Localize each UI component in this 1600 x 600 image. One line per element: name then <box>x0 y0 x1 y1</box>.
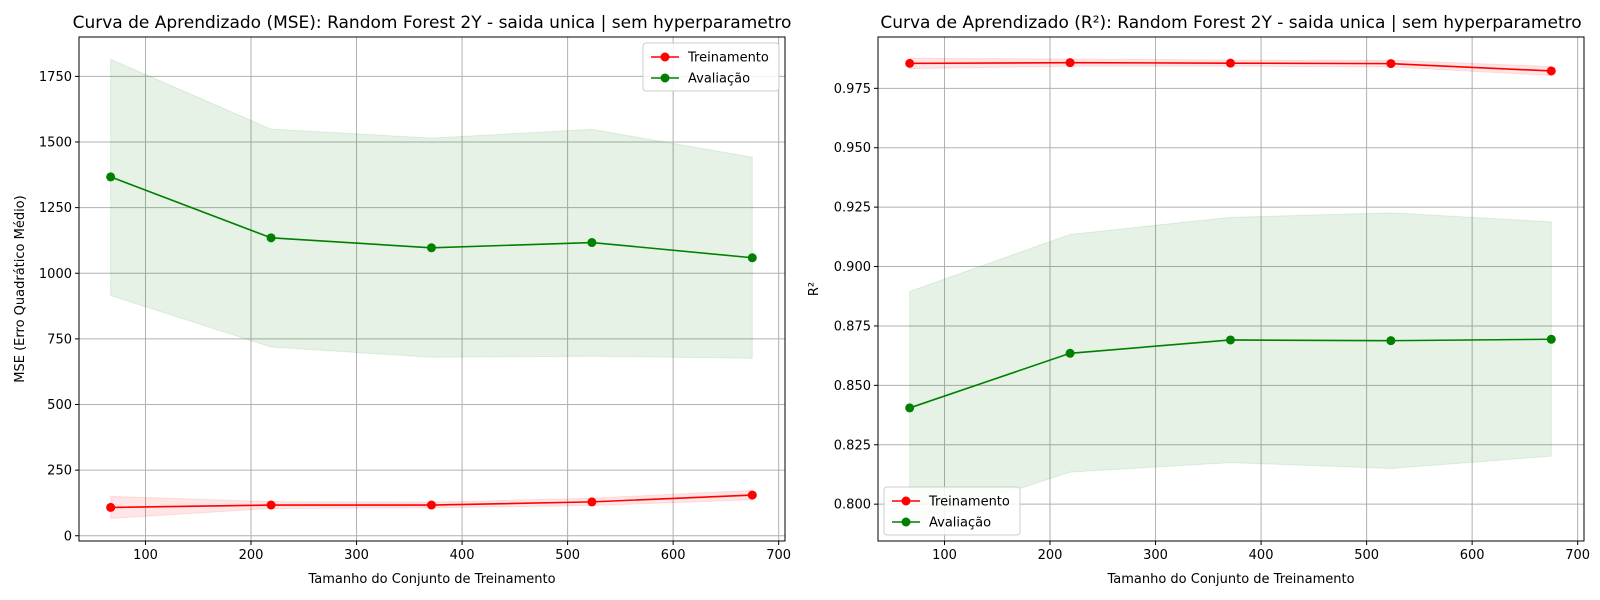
x-axis-label: Tamanho do Conjunto de Treinamento <box>307 572 555 587</box>
x-tick-label: 400 <box>1249 548 1274 563</box>
legend-label-treinamento: Treinamento <box>687 51 769 66</box>
data-point-avaliacao <box>905 403 915 413</box>
x-tick-label: 100 <box>932 548 957 563</box>
legend-marker-treinamento <box>660 52 670 62</box>
data-point-treinamento <box>426 500 436 510</box>
axes-frame <box>877 36 1585 542</box>
y-axis-label: MSE (Erro Quadrático Médio) <box>13 195 28 382</box>
y-tick-label: 0.850 <box>834 379 871 394</box>
y-tick-label: 0.975 <box>834 82 871 97</box>
data-point-treinamento <box>747 490 757 500</box>
x-tick-label: 500 <box>555 548 580 563</box>
data-point-avaliacao <box>1065 348 1075 358</box>
y-tick-label: 1500 <box>39 136 72 151</box>
data-point-treinamento <box>587 497 597 507</box>
data-point-treinamento <box>1546 66 1556 76</box>
legend-label-avaliacao: Avaliação <box>929 516 991 531</box>
data-point-treinamento <box>106 502 116 512</box>
x-tick-label: 700 <box>766 548 791 563</box>
x-tick-label: 700 <box>1565 548 1590 563</box>
data-point-treinamento <box>1225 58 1235 68</box>
chart-title: Curva de Aprendizado (MSE): Random Fores… <box>73 13 792 33</box>
x-tick-label: 200 <box>1038 548 1063 563</box>
legend-box <box>642 42 780 92</box>
y-tick-label: 1250 <box>39 201 72 216</box>
legend: Treinamento Avaliação <box>642 42 780 92</box>
axes-frame <box>78 36 786 542</box>
data-point-avaliacao <box>747 253 757 263</box>
y-tick-label: 1000 <box>39 267 72 282</box>
chart-title: Curva de Aprendizado (R²): Random Forest… <box>880 13 1581 33</box>
legend-label-treinamento: Treinamento <box>928 495 1010 510</box>
legend-marker-treinamento <box>901 496 911 506</box>
y-tick-label: 0.800 <box>834 498 871 513</box>
x-tick-label: 500 <box>1354 548 1379 563</box>
x-tick-label: 100 <box>133 548 158 563</box>
plot-area <box>79 37 785 541</box>
y-tick-label: 0.825 <box>834 438 871 453</box>
data-point-treinamento <box>905 58 915 68</box>
data-point-avaliacao <box>266 233 276 243</box>
x-axis-label: Tamanho do Conjunto de Treinamento <box>1106 572 1354 587</box>
x-tick-label: 300 <box>1143 548 1168 563</box>
y-tick-label: 0.925 <box>834 201 871 216</box>
data-point-avaliacao <box>106 172 116 182</box>
x-tick-label: 200 <box>239 548 264 563</box>
legend-box <box>883 486 1021 536</box>
x-tick-label: 400 <box>450 548 475 563</box>
band-avaliacao <box>110 58 753 359</box>
legend-marker-avaliacao <box>901 517 911 527</box>
x-tick-label: 300 <box>344 548 369 563</box>
data-point-avaliacao <box>1546 334 1556 344</box>
y-axis-label: R² <box>807 282 822 296</box>
data-point-avaliacao <box>1225 335 1235 345</box>
data-point-avaliacao <box>426 243 436 253</box>
y-tick-label: 1750 <box>39 70 72 85</box>
x-tick-label: 600 <box>661 548 686 563</box>
legend-marker-avaliacao <box>660 73 670 83</box>
data-point-avaliacao <box>587 238 597 248</box>
y-tick-label: 0 <box>64 529 72 544</box>
data-point-treinamento <box>1386 59 1396 69</box>
data-point-avaliacao <box>1386 336 1396 346</box>
legend: Treinamento Avaliação <box>883 486 1021 536</box>
y-tick-label: 750 <box>47 332 72 347</box>
chart-2: 100 200 300 400 500 600 700 0.800 0.825 0.850 0.87… <box>807 13 1590 587</box>
data-point-treinamento <box>266 500 276 510</box>
y-tick-label: 0.950 <box>834 141 871 156</box>
data-point-treinamento <box>1065 58 1075 68</box>
chart-1: 100 200 300 400 500 600 700 0 250 500 750 1000 1250 1… <box>13 13 791 587</box>
plot-area <box>878 37 1584 541</box>
legend-label-avaliacao: Avaliação <box>688 72 750 87</box>
x-tick-label: 600 <box>1460 548 1485 563</box>
y-tick-label: 250 <box>47 464 72 479</box>
y-tick-label: 0.875 <box>834 319 871 334</box>
y-tick-label: 500 <box>47 398 72 413</box>
y-tick-label: 0.900 <box>834 260 871 275</box>
